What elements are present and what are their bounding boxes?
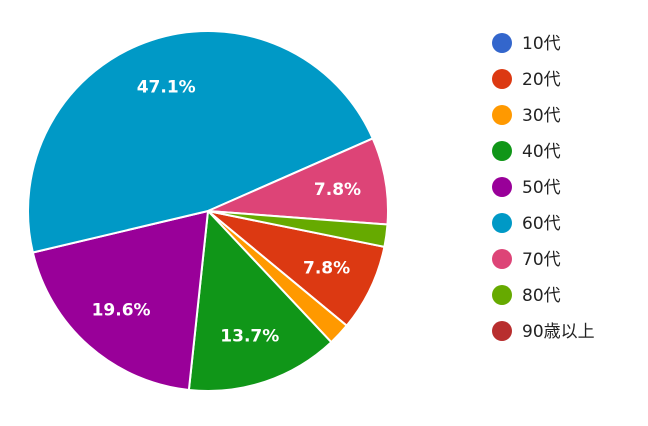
legend-label-4: 40代 — [522, 142, 561, 162]
legend-swatch-7 — [492, 249, 512, 269]
pie-slice-4 — [187, 208, 333, 392]
legend-label-3: 30代 — [522, 106, 561, 126]
legend-label-5: 50代 — [522, 178, 561, 198]
pie-slice-6 — [27, 30, 375, 254]
legend-label-6: 60代 — [522, 214, 561, 234]
pie-slice-label-5: 19.6% — [92, 301, 151, 321]
legend: 10代 20代 30代 40代 50代 60代 70代 80代 90歳以上 — [492, 33, 595, 342]
pie-slice-labels: 7.8% 13.7% 19.6% 47.1% 7.8% — [92, 77, 361, 346]
legend-swatch-1 — [492, 33, 512, 53]
legend-label-1: 10代 — [522, 34, 561, 54]
legend-swatch-3 — [492, 105, 512, 125]
legend-swatch-4 — [492, 141, 512, 161]
pie-slice-label-6: 47.1% — [137, 77, 196, 97]
pie-slice-5 — [31, 209, 210, 392]
legend-swatch-2 — [492, 69, 512, 89]
legend-label-8: 80代 — [522, 286, 561, 306]
legend-swatch-9 — [492, 321, 512, 341]
pie-slices — [27, 30, 389, 392]
legend-swatch-8 — [492, 285, 512, 305]
pie-slice-label-2: 7.8% — [303, 259, 350, 279]
pie-slice-label-4: 13.7% — [220, 327, 279, 347]
legend-label-9: 90歳以上 — [522, 322, 595, 342]
legend-swatch-5 — [492, 177, 512, 197]
legend-label-7: 70代 — [522, 250, 561, 270]
legend-label-2: 20代 — [522, 70, 561, 90]
pie-slice-8 — [207, 210, 389, 249]
pie-slice-label-7: 7.8% — [314, 180, 361, 200]
legend-swatch-6 — [492, 213, 512, 233]
